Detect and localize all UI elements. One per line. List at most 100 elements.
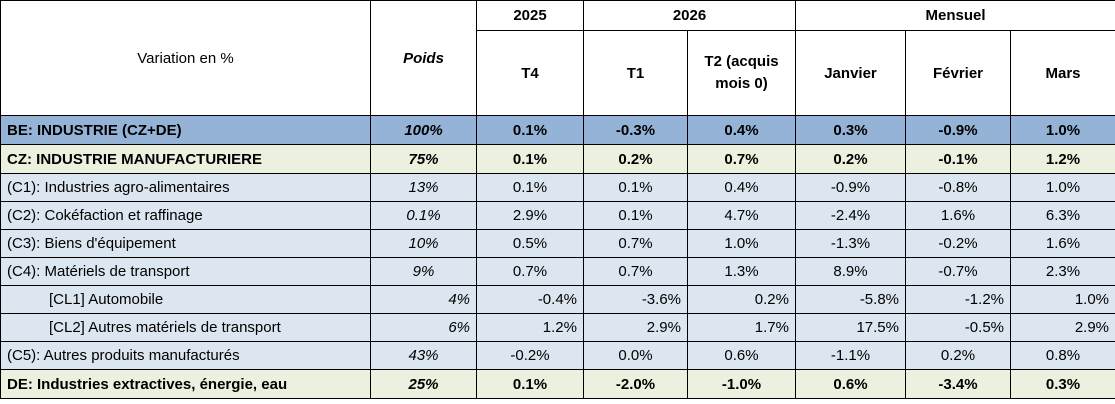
table-row-be: BE: INDUSTRIE (CZ+DE) 100% 0.1% -0.3% 0.… (0, 115, 1115, 145)
row-mars: 1.6% (1009, 229, 1115, 258)
row-t1: 0.0% (583, 341, 688, 370)
row-poids: 6% (370, 313, 477, 342)
row-janvier: -5.8% (795, 285, 906, 314)
row-mars: 1.2% (1009, 144, 1115, 174)
row-janvier: 0.6% (795, 369, 906, 399)
row-label: (C5): Autres produits manufacturés (0, 341, 371, 370)
row-fevrier: -0.9% (905, 115, 1011, 145)
table-row-de: DE: Industries extractives, énergie, eau… (0, 369, 1115, 399)
mars-header: Mars (1009, 30, 1115, 116)
row-t4: 0.1% (476, 115, 584, 145)
row-mars: 2.3% (1009, 257, 1115, 286)
row-janvier: 0.3% (795, 115, 906, 145)
row-poids: 13% (370, 173, 477, 202)
row-t1: 2.9% (583, 313, 688, 342)
variation-header: Variation en % (0, 0, 371, 116)
row-fevrier: -0.8% (905, 173, 1011, 202)
t1-header: T1 (583, 30, 688, 116)
row-mars: 0.8% (1009, 341, 1115, 370)
row-label: (C4): Matériels de transport (0, 257, 371, 286)
row-mars: 1.0% (1009, 115, 1115, 145)
t2-header-line2: mois 0) (715, 75, 768, 92)
row-t2: 0.2% (687, 285, 796, 314)
row-fevrier: -0.2% (905, 229, 1011, 258)
row-t1: 0.7% (583, 229, 688, 258)
janvier-header: Janvier (795, 30, 906, 116)
mensuel-header: Mensuel (794, 0, 1115, 31)
row-fevrier: -3.4% (905, 369, 1011, 399)
row-t4: -0.4% (476, 285, 584, 314)
row-t4: 0.1% (476, 144, 584, 174)
year-2026-header: 2026 (583, 0, 796, 31)
row-mars: 1.0% (1009, 173, 1115, 202)
t4-header: T4 (476, 30, 584, 116)
row-t4: 0.1% (476, 369, 584, 399)
row-t4: 2.9% (476, 201, 584, 230)
t2-header: T2 (acquis mois 0) (687, 30, 796, 116)
row-label: DE: Industries extractives, énergie, eau (0, 369, 371, 399)
row-mars: 0.3% (1009, 369, 1115, 399)
row-janvier: -2.4% (795, 201, 906, 230)
row-t4: 0.7% (476, 257, 584, 286)
row-label: (C1): Industries agro-alimentaires (0, 173, 371, 202)
table-row-c3: (C3): Biens d'équipement 10% 0.5% 0.7% 1… (0, 229, 1115, 258)
row-label: [CL1] Automobile (0, 285, 371, 314)
row-poids: 75% (370, 144, 477, 174)
table-row-c2: (C2): Cokéfaction et raffinage 0.1% 2.9%… (0, 201, 1115, 230)
row-t2: -1.0% (687, 369, 796, 399)
table-row-c4: (C4): Matériels de transport 9% 0.7% 0.7… (0, 257, 1115, 286)
poids-header: Poids (370, 0, 477, 116)
row-janvier: 0.2% (795, 144, 906, 174)
row-label: BE: INDUSTRIE (CZ+DE) (0, 115, 371, 145)
row-t2: 1.3% (687, 257, 796, 286)
row-label: CZ: INDUSTRIE MANUFACTURIERE (0, 144, 371, 174)
row-poids: 10% (370, 229, 477, 258)
row-poids: 0.1% (370, 201, 477, 230)
row-t4: -0.2% (476, 341, 584, 370)
row-mars: 6.3% (1009, 201, 1115, 230)
table-row-c5: (C5): Autres produits manufacturés 43% -… (0, 341, 1115, 370)
row-fevrier: 0.2% (905, 341, 1011, 370)
row-t1: 0.2% (583, 144, 688, 174)
row-poids: 43% (370, 341, 477, 370)
row-label: (C2): Cokéfaction et raffinage (0, 201, 371, 230)
year-2025-header: 2025 (476, 0, 584, 31)
row-t2: 0.7% (687, 144, 796, 174)
t2-header-line1: T2 (acquis (704, 53, 779, 70)
row-mars: 1.0% (1009, 285, 1115, 314)
row-t4: 0.1% (476, 173, 584, 202)
row-janvier: -1.3% (795, 229, 906, 258)
row-label: [CL2] Autres matériels de transport (0, 313, 371, 342)
row-poids: 9% (370, 257, 477, 286)
row-t2: 1.7% (687, 313, 796, 342)
row-t1: -0.3% (583, 115, 688, 145)
row-t2: 0.4% (687, 173, 796, 202)
row-t1: 0.7% (583, 257, 688, 286)
row-fevrier: -1.2% (905, 285, 1011, 314)
table-row-cl2: [CL2] Autres matériels de transport 6% 1… (0, 313, 1115, 342)
row-fevrier: -0.1% (905, 144, 1011, 174)
row-janvier: -0.9% (795, 173, 906, 202)
row-fevrier: -0.7% (905, 257, 1011, 286)
row-janvier: 8.9% (795, 257, 906, 286)
row-poids: 25% (370, 369, 477, 399)
row-t4: 1.2% (476, 313, 584, 342)
row-t1: -3.6% (583, 285, 688, 314)
row-t4: 0.5% (476, 229, 584, 258)
table-row-cl1: [CL1] Automobile 4% -0.4% -3.6% 0.2% -5.… (0, 285, 1115, 314)
row-t1: 0.1% (583, 173, 688, 202)
row-label: (C3): Biens d'équipement (0, 229, 371, 258)
table-row-c1: (C1): Industries agro-alimentaires 13% 0… (0, 173, 1115, 202)
row-fevrier: -0.5% (905, 313, 1011, 342)
row-janvier: 17.5% (795, 313, 906, 342)
row-mars: 2.9% (1009, 313, 1115, 342)
row-t2: 0.6% (687, 341, 796, 370)
row-t2: 4.7% (687, 201, 796, 230)
row-janvier: -1.1% (795, 341, 906, 370)
row-t2: 1.0% (687, 229, 796, 258)
row-fevrier: 1.6% (905, 201, 1011, 230)
fevrier-header: Février (905, 30, 1011, 116)
row-poids: 100% (370, 115, 477, 145)
row-t1: -2.0% (583, 369, 688, 399)
